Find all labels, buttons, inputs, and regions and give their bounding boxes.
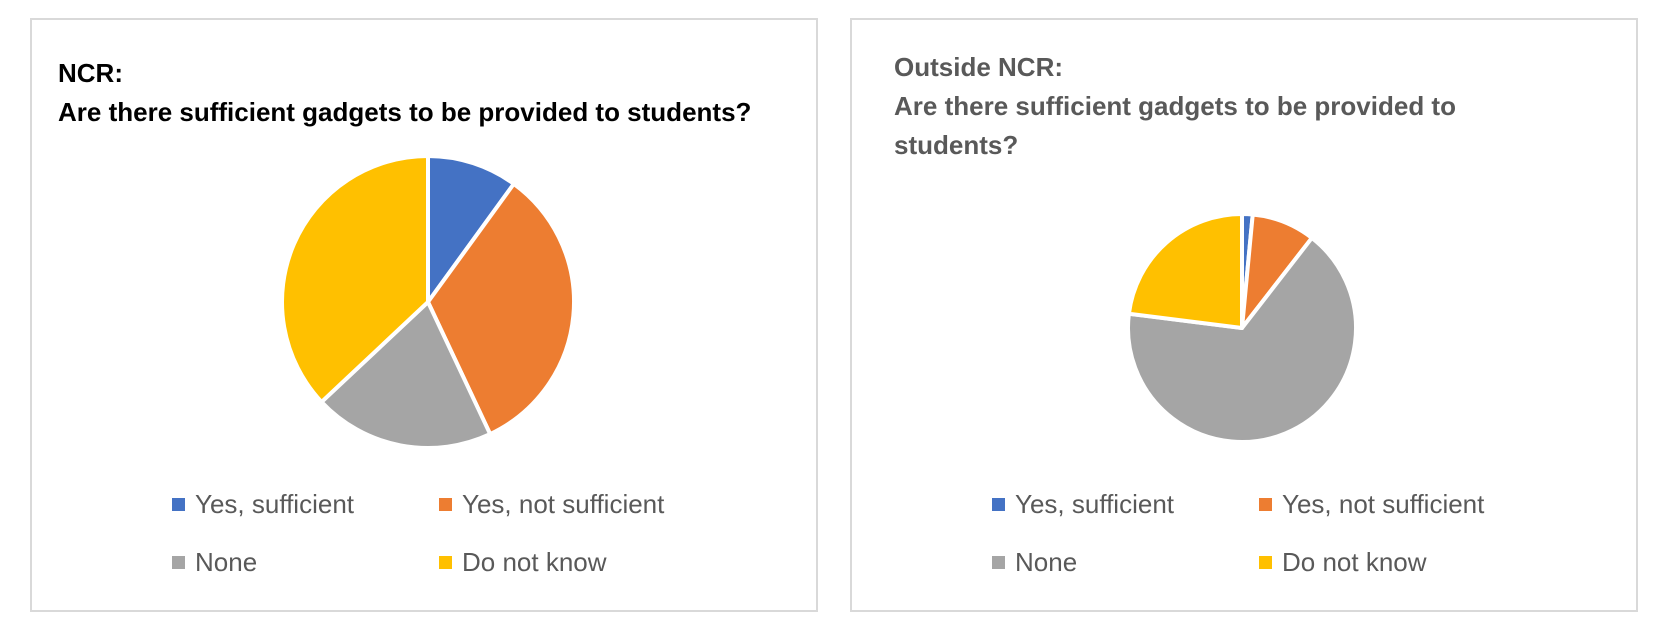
legend-label: Yes, sufficient — [1015, 488, 1174, 519]
outside-ncr-chart-panel: Outside NCR: Are there sufficient gadget… — [850, 18, 1638, 612]
legend-swatch — [1259, 555, 1272, 569]
pie-chart — [1126, 212, 1358, 444]
legend-label: None — [1015, 546, 1078, 577]
legend-label: Yes, not sufficient — [462, 488, 665, 519]
legend-swatch — [172, 497, 185, 511]
chart-title-line: Outside NCR: — [894, 52, 1063, 82]
legend-swatch — [992, 555, 1005, 569]
chart-title-line: Are there sufficient gadgets to be provi… — [894, 91, 1456, 121]
legend-item-do-not-know: Do not know — [1259, 544, 1519, 580]
chart-legend: Yes, sufficient Yes, not sufficient None… — [172, 486, 699, 580]
chart-legend: Yes, sufficient Yes, not sufficient None… — [992, 486, 1519, 580]
legend-swatch — [172, 555, 185, 569]
chart-title-line: students? — [894, 130, 1019, 160]
legend-item-yes-not-sufficient: Yes, not sufficient — [1259, 486, 1519, 522]
legend-item-none: None — [172, 544, 439, 580]
chart-title-line: NCR: — [58, 58, 123, 88]
pie-slice-do-not-know — [1126, 212, 1244, 330]
ncr-chart-panel: NCR: Are there sufficient gadgets to be … — [30, 18, 818, 612]
chart-title: NCR: Are there sufficient gadgets to be … — [58, 54, 798, 132]
legend-label: Yes, sufficient — [195, 488, 354, 519]
legend-item-none: None — [992, 544, 1259, 580]
legend-item-yes-sufficient: Yes, sufficient — [172, 486, 439, 522]
legend-swatch — [439, 555, 452, 569]
chart-title-line: Are there sufficient gadgets to be provi… — [58, 97, 752, 127]
pie-chart — [280, 154, 576, 450]
legend-swatch — [439, 497, 452, 511]
pie-slice-none — [319, 300, 493, 450]
legend-item-yes-not-sufficient: Yes, not sufficient — [439, 486, 699, 522]
legend-label: Yes, not sufficient — [1282, 488, 1485, 519]
pie-slice-none — [1126, 235, 1358, 444]
legend-item-yes-sufficient: Yes, sufficient — [992, 486, 1259, 522]
legend-swatch — [1259, 497, 1272, 511]
pie-slice-yes-sufficient — [426, 154, 516, 304]
legend-item-do-not-know: Do not know — [439, 544, 699, 580]
legend-label: Do not know — [1282, 546, 1427, 577]
legend-label: Do not know — [462, 546, 607, 577]
legend-swatch — [992, 497, 1005, 511]
chart-title: Outside NCR: Are there sufficient gadget… — [894, 48, 1534, 165]
pie-slice-do-not-know — [280, 154, 430, 404]
legend-label: None — [195, 546, 258, 577]
pie-slice-yes-not-sufficient — [426, 181, 576, 437]
